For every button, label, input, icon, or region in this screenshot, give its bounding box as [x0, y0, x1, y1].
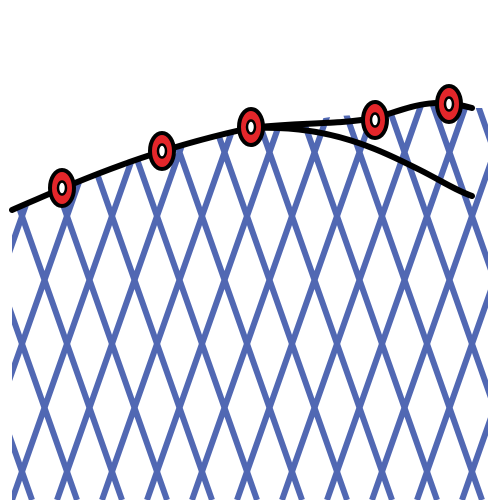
net-strand — [414, 100, 488, 500]
net-strand — [144, 100, 305, 500]
net-strand — [324, 100, 485, 500]
float-icon — [435, 84, 463, 124]
net-strand — [459, 100, 488, 500]
net-strand — [414, 100, 488, 500]
net-rope-lower — [252, 124, 475, 199]
net-rope-top — [9, 100, 475, 213]
net-strand — [279, 100, 440, 500]
float-icon — [148, 131, 176, 171]
net-floats — [48, 84, 463, 208]
net-strand — [459, 100, 488, 500]
net-strand — [369, 100, 488, 500]
float-icon — [361, 100, 389, 140]
net-strand — [12, 100, 80, 500]
float-icon — [237, 107, 265, 147]
float-icon — [48, 168, 76, 208]
